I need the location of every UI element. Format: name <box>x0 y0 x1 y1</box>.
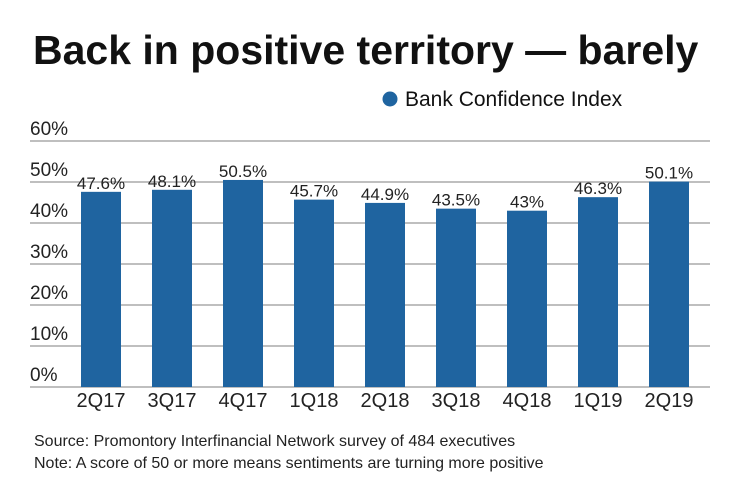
source-note: Source: Promontory Interfinancial Networ… <box>34 433 515 450</box>
y-tick-label: 20% <box>30 283 68 304</box>
data-label: 46.3% <box>574 179 622 198</box>
bar-2Q17 <box>81 191 121 387</box>
y-tick-label: 40% <box>30 201 68 222</box>
data-label: 50.5% <box>219 162 267 181</box>
x-tick-label: 2Q18 <box>361 390 410 412</box>
data-label: 43% <box>510 193 544 212</box>
x-tick-label: 1Q19 <box>574 390 623 412</box>
bar-1Q18 <box>294 199 334 387</box>
y-tick-label: 0% <box>30 365 58 386</box>
data-label: 48.1% <box>148 172 196 191</box>
chart-title: Back in positive territory — barely <box>33 27 699 73</box>
x-tick-label: 4Q18 <box>503 390 552 412</box>
footnote: Note: A score of 50 or more means sentim… <box>34 455 544 472</box>
bars: 47.6% 48.1% 50.5% 45.7% 44.9% 43.5% 43% 46.3% 50… <box>77 162 693 387</box>
legend-marker <box>382 91 398 107</box>
bar-1Q19 <box>578 197 618 387</box>
bar-3Q17 <box>152 189 192 387</box>
data-label: 44.9% <box>361 185 409 204</box>
x-tick-label: 3Q18 <box>432 390 481 412</box>
x-tick-label: 2Q19 <box>645 390 694 412</box>
x-tick-label: 2Q17 <box>77 390 126 412</box>
y-tick-label: 10% <box>30 324 68 345</box>
data-label: 43.5% <box>432 191 480 210</box>
bar-4Q18 <box>507 210 547 387</box>
data-label: 47.6% <box>77 174 125 193</box>
y-tick-label: 50% <box>30 160 68 181</box>
y-axis: 0% 10% 20% 30% 40% 50% 60% <box>30 119 68 386</box>
x-tick-label: 1Q18 <box>290 390 339 412</box>
y-tick-label: 30% <box>30 242 68 263</box>
data-label: 50.1% <box>645 164 693 183</box>
bar-2Q19 <box>649 181 689 387</box>
x-axis: 2Q17 3Q17 4Q17 1Q18 2Q18 3Q18 4Q18 1Q19 2Q19 <box>77 390 694 412</box>
bar-3Q18 <box>436 208 476 387</box>
bar-4Q17 <box>223 179 263 387</box>
legend: Bank Confidence Index <box>382 88 623 111</box>
legend-label: Bank Confidence Index <box>405 88 623 111</box>
data-label: 45.7% <box>290 182 338 201</box>
x-tick-label: 4Q17 <box>219 390 268 412</box>
x-tick-label: 3Q17 <box>148 390 197 412</box>
y-tick-label: 60% <box>30 119 68 140</box>
bar-2Q18 <box>365 202 405 387</box>
